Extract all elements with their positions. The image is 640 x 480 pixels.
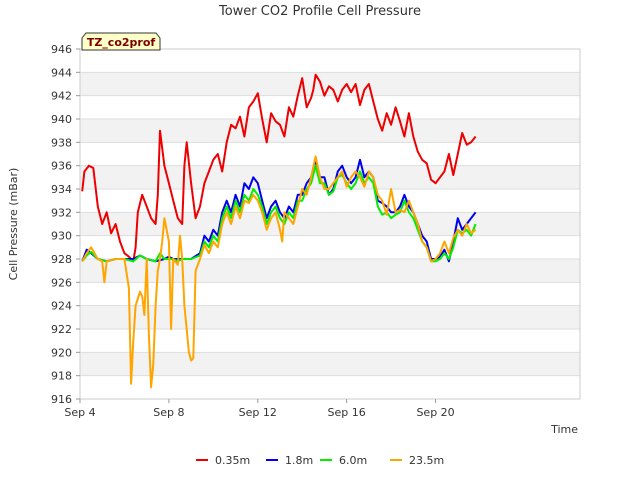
x-tick-label: Sep 4 — [64, 406, 95, 419]
x-tick-label: Sep 16 — [328, 406, 366, 419]
x-tick-label: Sep 12 — [239, 406, 277, 419]
legend-label: 23.5m — [409, 454, 444, 467]
y-axis-ticks: 916 918 920 922 924 926 928 930 932 934 936 938 940 9… — [51, 43, 80, 406]
plot-border — [79, 48, 581, 400]
x-tick-label: Sep 8 — [153, 406, 184, 419]
legend-label: 6.0m — [339, 454, 367, 467]
x-axis-label: Time — [550, 423, 578, 436]
legend: 0.35m 1.8m 6.0m 23.5m — [196, 454, 444, 467]
y-tick-label: 946 — [51, 43, 72, 56]
grid-band — [80, 119, 580, 143]
y-tick-label: 938 — [51, 136, 72, 149]
series-line-6.0m — [81, 164, 477, 263]
legend-label: 0.35m — [215, 454, 250, 467]
y-tick-label: 934 — [51, 183, 72, 196]
grid-band — [80, 305, 580, 329]
y-tick-label: 940 — [51, 113, 72, 126]
plot-area — [79, 48, 581, 400]
y-tick-label: 924 — [51, 300, 72, 313]
chart-title: Tower CO2 Profile Cell Pressure — [218, 4, 421, 19]
grid-band — [80, 72, 580, 96]
y-tick-label: 932 — [51, 206, 72, 219]
series-layer — [81, 73, 477, 389]
series-line-23.5m — [81, 155, 477, 389]
station-badge: TZ_co2prof — [81, 32, 161, 51]
y-tick-label: 944 — [51, 66, 72, 79]
y-tick-label: 930 — [51, 230, 72, 243]
x-tick-label: Sep 20 — [416, 406, 454, 419]
grid-band — [80, 165, 580, 189]
y-tick-label: 926 — [51, 276, 72, 289]
grid-band — [80, 352, 580, 376]
y-axis-label: Cell Pressure (mBar) — [7, 168, 20, 281]
badge-box — [81, 32, 161, 51]
y-tick-label: 928 — [51, 253, 72, 266]
badge-label: TZ_co2prof — [87, 36, 156, 49]
grid-band — [80, 259, 580, 283]
y-tick-label: 916 — [51, 393, 72, 406]
y-tick-label: 936 — [51, 160, 72, 173]
y-tick-label: 942 — [51, 90, 72, 103]
y-tick-label: 918 — [51, 370, 72, 383]
x-axis-ticks: Sep 4 Sep 8 Sep 12 Sep 16 Sep 20 — [64, 399, 455, 419]
legend-label: 1.8m — [285, 454, 313, 467]
grid-bands — [80, 72, 580, 376]
series-line-0.35m — [81, 73, 477, 263]
y-tick-label: 920 — [51, 346, 72, 359]
y-tick-label: 922 — [51, 323, 72, 336]
